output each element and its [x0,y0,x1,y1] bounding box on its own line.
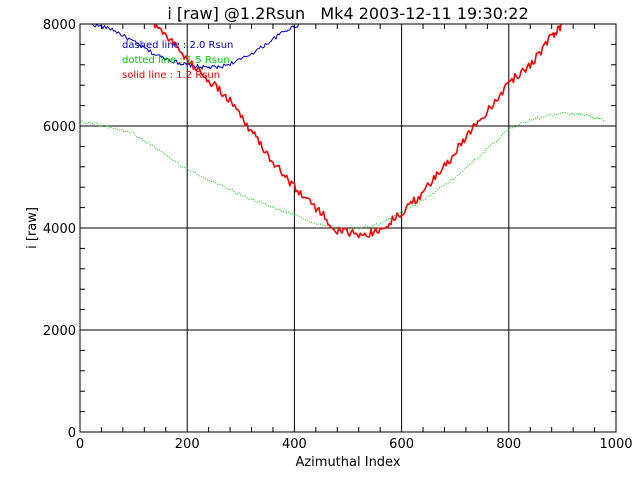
y-tick-label: 6000 [43,120,76,135]
legend-entry: solid line : 1.2 Rsun [122,70,220,81]
series-layer [80,24,606,239]
y-tick-label: 4000 [43,222,76,237]
y-axis-label: i [raw] [25,207,40,249]
tick-labels: 0 200 400 600 800 1000 0 2000 4000 6000 8000 [43,18,633,452]
y-tick-label: 2000 [43,324,76,339]
x-tick-label: 0 [76,437,84,452]
x-axis-label: Azimuthal Index [295,455,400,470]
x-tick-label: 600 [389,437,414,452]
minor-ticks [80,24,616,432]
x-tick-label: 1000 [599,437,632,452]
x-tick-label: 400 [282,437,307,452]
series-line-2-0-rsun [91,24,300,70]
series-line-1-5-rsun [80,111,606,231]
y-tick-label: 0 [68,426,76,441]
x-tick-label: 200 [175,437,200,452]
legend-entry: dotted line : 1.5 Rsun [122,55,230,66]
chart-title: i [raw] @1.2Rsun Mk4 2003-12-11 19:30:22 [167,4,528,23]
plot-frame [79,23,617,433]
legend-entry: dashed line : 2.0 Rsun [122,40,233,51]
x-tick-label: 800 [496,437,521,452]
series-line-1-2-rsun [153,24,563,239]
y-tick-label: 8000 [43,18,76,33]
grid-lines [80,24,616,432]
legend: dashed line : 2.0 Rsun dotted line : 1.5 … [122,40,233,81]
